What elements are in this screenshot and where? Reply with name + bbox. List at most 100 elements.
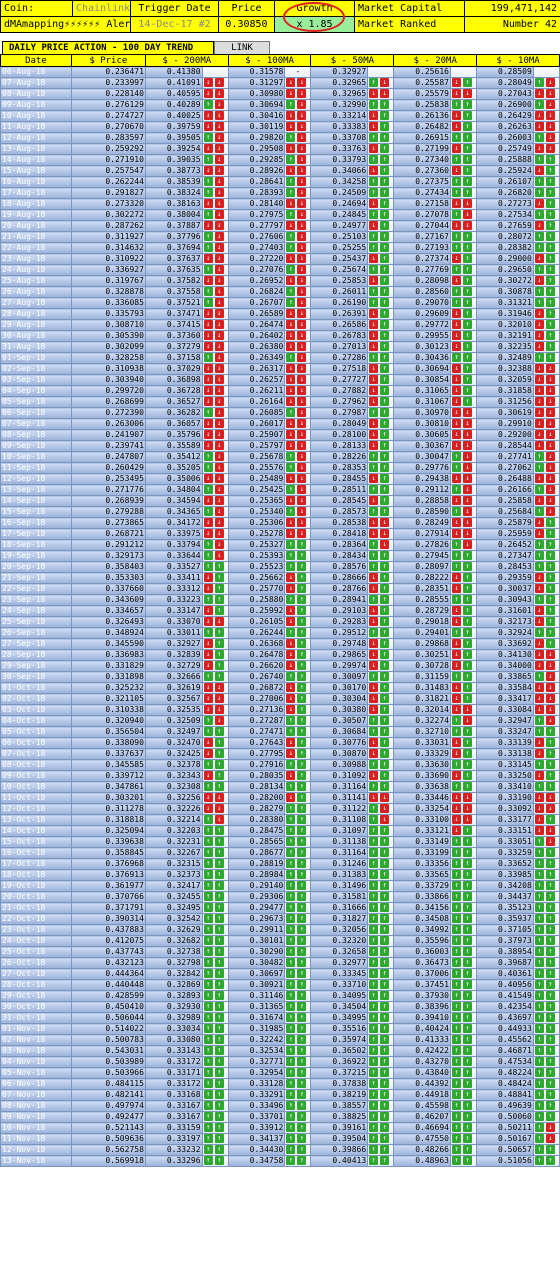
50ma-value: 0.28666 <box>310 572 369 584</box>
date-cell: 30-Aug-18 <box>0 330 72 342</box>
10ma-trend: ↓ ↓ <box>532 473 560 485</box>
100ma-value: 0.28677 <box>227 847 286 859</box>
col-50ma[interactable]: $ - 50MA <box>310 54 395 67</box>
100ma-value: 0.28393 <box>227 187 286 199</box>
up-arrow-icon: ↑ <box>214 914 224 923</box>
price-cell: 0.259292 <box>70 143 146 155</box>
down-arrow-icon: ↓ <box>534 364 544 373</box>
table-row: 17-Oct-18 0.376968 0.32315 ↑ ↑ 0.28819 ↑ ↑ 0.312… <box>0 858 560 870</box>
50ma-value: 0.32927 <box>310 66 369 78</box>
date-cell: 27-Aug-18 <box>0 297 72 309</box>
20ma-trend: ↑ ↑ <box>449 550 478 562</box>
50ma-value: 0.30776 <box>310 737 369 749</box>
down-arrow-icon: ↓ <box>286 199 296 208</box>
up-arrow-icon: ↑ <box>286 1112 296 1121</box>
50ma-value: 0.33214 <box>310 110 369 122</box>
10ma-value: 0.33652 <box>476 858 534 870</box>
down-arrow-icon: ↓ <box>203 364 213 373</box>
down-arrow-icon: ↓ <box>214 232 224 241</box>
100ma-trend: ↓ ↓ <box>284 319 312 331</box>
up-arrow-icon: ↑ <box>462 111 472 120</box>
50ma-value: 0.28418 <box>310 528 369 540</box>
up-arrow-icon: ↑ <box>380 254 390 263</box>
down-arrow-icon: ↓ <box>214 100 224 109</box>
price-cell: 0.345585 <box>70 759 146 771</box>
50ma-value: 0.31164 <box>310 847 369 859</box>
up-arrow-icon: ↑ <box>369 837 379 846</box>
up-arrow-icon: ↑ <box>286 815 296 824</box>
up-arrow-icon: ↑ <box>203 1002 213 1011</box>
down-arrow-icon: ↓ <box>545 793 555 802</box>
price-cell: 0.314632 <box>70 242 146 254</box>
down-arrow-icon: ↓ <box>214 386 224 395</box>
20ma-trend: ↑ ↑ <box>449 836 478 848</box>
10ma-value: 0.50167 <box>476 1133 534 1145</box>
table-row: 31-Aug-18 0.302099 0.37279 ↓ ↓ 0.26380 ↓ ↓ 0.270… <box>0 341 560 353</box>
up-arrow-icon: ↑ <box>534 925 544 934</box>
100ma-value: 0.26244 <box>227 627 286 639</box>
col-20ma[interactable]: $ - 20MA <box>393 54 478 67</box>
link-button[interactable]: LINK <box>214 41 270 55</box>
up-arrow-icon: ↑ <box>286 210 296 219</box>
col-100ma[interactable]: $ - 100MA <box>227 54 312 67</box>
up-arrow-icon: ↑ <box>369 1024 379 1033</box>
20ma-value: 0.31483 <box>393 682 451 694</box>
10ma-trend: ↑ ↑ <box>532 1045 560 1057</box>
10ma-value: 0.32235 <box>476 341 534 353</box>
20ma-trend: ↑ ↑ <box>449 176 478 188</box>
100ma-value: 0.25576 <box>227 462 286 474</box>
20ma-value: 0.29401 <box>393 627 451 639</box>
down-arrow-icon: ↓ <box>203 705 213 714</box>
up-arrow-icon: ↑ <box>462 859 472 868</box>
up-arrow-icon: ↑ <box>462 1057 472 1066</box>
down-arrow-icon: ↓ <box>369 111 379 120</box>
up-arrow-icon: ↑ <box>286 826 296 835</box>
20ma-trend: ↓ ↓ <box>449 220 478 232</box>
up-arrow-icon: ↑ <box>214 991 224 1000</box>
up-arrow-icon: ↑ <box>545 1068 555 1077</box>
20ma-trend: ↓ ↑ <box>449 396 478 408</box>
50ma-trend: ↑ ↑ <box>367 1023 395 1035</box>
up-arrow-icon: ↑ <box>380 1112 390 1121</box>
up-arrow-icon: ↑ <box>286 760 296 769</box>
200ma-trend: ↑ ↑ <box>201 836 229 848</box>
down-arrow-icon: ↓ <box>534 738 544 747</box>
col-10ma[interactable]: $ - 10MA <box>476 54 560 67</box>
50ma-value: 0.31827 <box>310 913 369 925</box>
200ma-trend: ↑ ↑ <box>201 858 229 870</box>
down-arrow-icon: ↓ <box>214 210 224 219</box>
up-arrow-icon: ↑ <box>534 1134 544 1143</box>
up-arrow-icon: ↑ <box>297 1002 307 1011</box>
col-price[interactable]: $ Price <box>70 54 146 67</box>
50ma-trend: ↑ ↑ <box>367 506 395 518</box>
200ma-value: 0.37029 <box>144 363 203 375</box>
50ma-trend: ↓ ↑ <box>367 704 395 716</box>
up-arrow-icon: ↑ <box>545 177 555 186</box>
down-arrow-icon: ↓ <box>545 705 555 714</box>
up-arrow-icon: ↑ <box>214 980 224 989</box>
200ma-value: 0.33168 <box>144 1089 203 1101</box>
down-arrow-icon: ↓ <box>451 793 461 802</box>
down-arrow-icon: ↓ <box>534 122 544 131</box>
up-arrow-icon: ↑ <box>297 837 307 846</box>
100ma-value: 0.34758 <box>227 1155 286 1167</box>
up-arrow-icon: ↑ <box>286 870 296 879</box>
50ma-value: 0.28100 <box>310 429 369 441</box>
col-date[interactable]: Date <box>0 54 72 67</box>
up-arrow-icon: ↑ <box>380 595 390 604</box>
20ma-trend: ↓ ↑ <box>449 825 478 837</box>
10ma-trend: ↑ ↑ <box>532 1089 560 1101</box>
100ma-trend: ↑ ↓ <box>284 286 312 298</box>
100ma-value: 0.26474 <box>227 319 286 331</box>
market-rank-label: Market Ranked <box>354 16 465 33</box>
price-cell: 0.503966 <box>70 1067 146 1079</box>
col-200ma[interactable]: $ - 200MA <box>144 54 229 67</box>
200ma-trend: ↓ ↓ <box>201 220 229 232</box>
up-arrow-icon: ↑ <box>380 749 390 758</box>
price-cell: 0.272390 <box>70 407 146 419</box>
up-arrow-icon: ↑ <box>534 991 544 1000</box>
200ma-value: 0.33167 <box>144 1100 203 1112</box>
up-arrow-icon: ↑ <box>214 881 224 890</box>
20ma-trend: ↑ ↑ <box>449 968 478 980</box>
down-arrow-icon: ↓ <box>462 705 472 714</box>
